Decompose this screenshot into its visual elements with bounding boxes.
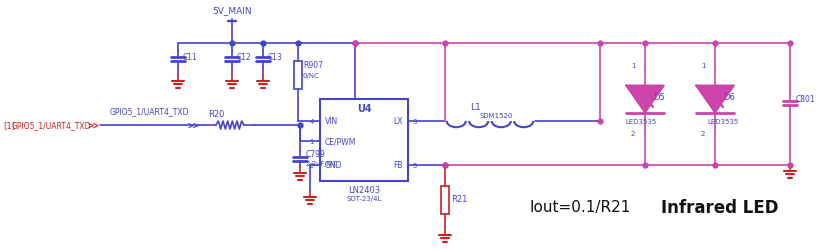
Text: LX: LX (393, 117, 402, 126)
Text: R21: R21 (450, 195, 467, 204)
Text: D5: D5 (652, 93, 664, 102)
Text: GND: GND (324, 161, 342, 170)
Polygon shape (626, 86, 663, 113)
Text: 2: 2 (310, 162, 314, 168)
Text: R907: R907 (303, 61, 323, 70)
Text: D6: D6 (722, 93, 734, 102)
Text: 5: 5 (411, 162, 416, 168)
Text: GPIO5_1/UART4_TXD: GPIO5_1/UART4_TXD (12, 121, 92, 130)
Text: 5V_MAIN: 5V_MAIN (212, 6, 251, 15)
Text: C799: C799 (305, 150, 325, 159)
Text: [1]: [1] (3, 121, 15, 130)
Text: SOT-23/4L: SOT-23/4L (346, 195, 381, 201)
Text: C12: C12 (237, 52, 251, 61)
Text: 1: 1 (309, 138, 314, 144)
Text: LED3535: LED3535 (706, 118, 737, 124)
Bar (294, 62, 301, 90)
Text: CE/PWM: CE/PWM (324, 137, 356, 146)
Text: 1: 1 (700, 63, 704, 69)
Text: VIN: VIN (324, 117, 337, 126)
Text: LN2403: LN2403 (347, 186, 379, 195)
Text: 4: 4 (310, 118, 314, 124)
Text: 2: 2 (700, 130, 704, 136)
Text: R20: R20 (208, 110, 224, 118)
Text: 1: 1 (631, 63, 635, 69)
Text: SDM1520: SDM1520 (479, 112, 513, 118)
Text: 2.2uF/NC: 2.2uF/NC (305, 160, 337, 166)
Text: L1: L1 (469, 103, 480, 112)
Text: Infrared LED: Infrared LED (660, 198, 778, 216)
Text: Iout=0.1/R21: Iout=0.1/R21 (529, 200, 630, 215)
Text: >>: >> (188, 120, 200, 130)
Polygon shape (695, 86, 733, 113)
Text: C801: C801 (795, 95, 815, 104)
Bar (319, 100, 408, 181)
Text: 2: 2 (631, 130, 635, 136)
Text: C13: C13 (268, 52, 283, 61)
Bar (441, 186, 449, 214)
Text: 0/NC: 0/NC (303, 73, 319, 79)
Text: 3: 3 (411, 118, 416, 124)
Text: LED3535: LED3535 (624, 118, 655, 124)
Text: U4: U4 (356, 104, 371, 114)
Text: FB: FB (393, 161, 402, 170)
Text: GPIO5_1/UART4_TXD: GPIO5_1/UART4_TXD (110, 106, 189, 116)
Text: C11: C11 (183, 52, 197, 61)
Text: >>: >> (88, 120, 100, 130)
